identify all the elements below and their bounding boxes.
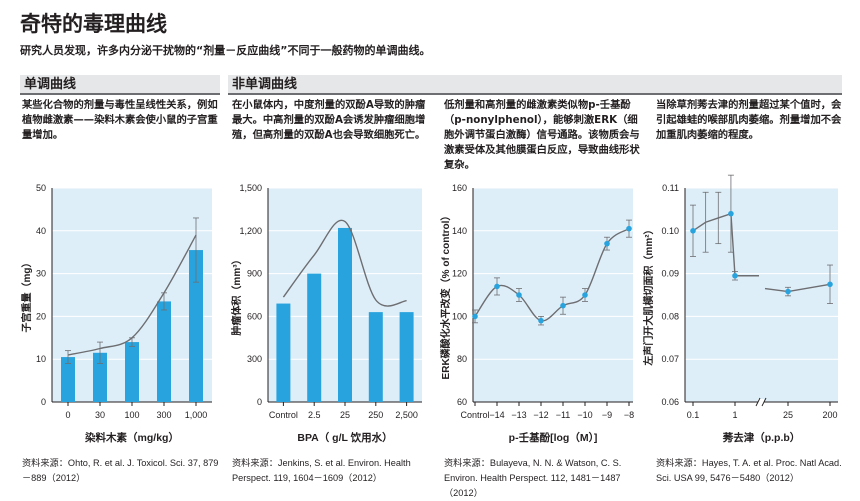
x-tick-label: 200 xyxy=(822,410,837,420)
page-title: 奇特的毒理曲线 xyxy=(20,12,167,36)
y-tick-label: 0.08 xyxy=(661,311,679,321)
bar xyxy=(125,342,139,402)
bar xyxy=(307,273,322,402)
y-tick-label: 1,200 xyxy=(239,226,262,236)
panel-source: 资料来源：Jenkins, S. et al. Environ. Health … xyxy=(232,458,411,483)
panel-source: 资料来源：Bulayeva, N. N. & Watson, C. S. Env… xyxy=(444,458,622,498)
y-tick-label: 40 xyxy=(36,226,46,236)
data-point xyxy=(516,292,522,298)
x-tick-label: 30 xyxy=(95,410,105,420)
data-point xyxy=(538,317,544,324)
bar xyxy=(368,312,383,402)
axis-break xyxy=(755,397,761,407)
x-tick-label: 2.5 xyxy=(308,410,321,420)
x-tick-label: −14 xyxy=(489,410,504,420)
x-tick-label: 300 xyxy=(156,410,171,420)
y-tick-label: 50 xyxy=(36,183,46,193)
y-tick-label: 0.09 xyxy=(661,269,679,279)
x-tick-label: 25 xyxy=(340,410,350,420)
y-tick-label: 80 xyxy=(457,354,467,364)
y-axis-title: 子宫重量（mg） xyxy=(20,258,33,333)
x-tick-label: −9 xyxy=(602,410,612,420)
page-subtitle: 研究人员发现，许多内分泌干扰物的“剂量－反应曲线”不同于一般药物的单调曲线。 xyxy=(20,44,431,57)
panel-description: 某些化合物的剂量与毒性呈线性关系，例如植物雌激素——染料木素会使小鼠的子宫重量增… xyxy=(22,99,218,141)
y-tick-label: 100 xyxy=(452,311,467,321)
y-tick-label: 0.07 xyxy=(661,354,679,364)
panel-description: 在小鼠体内，中度剂量的双酚A导致的肿瘤最大。中高剂量的双酚A会诱发肿瘤细胞增殖，… xyxy=(232,99,426,141)
y-tick-label: 30 xyxy=(36,269,46,279)
y-tick-label: 20 xyxy=(36,311,46,321)
y-tick-label: 0 xyxy=(41,397,46,407)
y-tick-label: 120 xyxy=(452,269,467,279)
bar xyxy=(61,357,75,402)
bar xyxy=(399,312,414,402)
y-tick-label: 600 xyxy=(247,311,262,321)
x-tick-label: −8 xyxy=(624,410,634,420)
x-tick-label: 2,500 xyxy=(395,410,418,420)
x-tick-label: 0 xyxy=(65,410,70,420)
x-tick-label: −11 xyxy=(556,410,571,420)
x-tick-label: −10 xyxy=(577,410,592,420)
x-tick-label: 1 xyxy=(732,410,737,420)
data-point xyxy=(604,240,610,247)
y-tick-label: 900 xyxy=(247,269,262,279)
x-tick-label: 1,000 xyxy=(185,410,208,420)
data-point xyxy=(827,281,833,288)
y-tick-label: 1,500 xyxy=(239,183,262,193)
section-monotonic-header: 单调曲线 xyxy=(20,75,220,93)
y-tick-label: 160 xyxy=(452,183,467,193)
x-axis-title: 染料木素（mg/kg） xyxy=(84,431,179,444)
data-point xyxy=(626,225,632,232)
section-divider xyxy=(20,93,220,95)
plot-area xyxy=(685,188,838,402)
y-axis-title: 左声门开大肌横切面积（mm²） xyxy=(642,224,655,366)
series-line xyxy=(692,212,759,277)
x-tick-label: 0.1 xyxy=(687,410,700,420)
bar xyxy=(338,227,352,402)
x-tick-label: −13 xyxy=(511,410,526,420)
data-point xyxy=(785,288,791,295)
x-tick-label: 100 xyxy=(124,410,139,420)
data-point xyxy=(732,272,738,279)
x-axis-title: p-壬基酚[log（M）] xyxy=(509,431,598,444)
x-axis-title: BPA（ g/L 饮用水） xyxy=(297,431,392,444)
data-point xyxy=(728,210,734,217)
y-axis-title: 肿瘤体积（mm³） xyxy=(230,254,243,335)
bar xyxy=(157,301,171,402)
section-nonmonotonic-header: 非单调曲线 xyxy=(228,75,842,93)
bar xyxy=(276,303,291,402)
y-tick-label: 0.06 xyxy=(661,397,679,407)
panel-description: 当除草剂莠去津的剂量超过某个值时，会引起雄蛙的喉部肌肉萎缩。剂量增加不会加重肌肉… xyxy=(656,99,842,141)
y-tick-label: 60 xyxy=(457,397,467,407)
x-tick-label: 25 xyxy=(783,410,793,420)
y-tick-label: 0 xyxy=(257,397,262,407)
x-tick-label: Control xyxy=(460,410,489,420)
bar xyxy=(93,352,107,402)
y-axis-title: ERK磷酸化水平改变（% of control） xyxy=(439,211,452,380)
panel-source: 资料来源：Hayes, T. A. et al. Proc. Natl Acad… xyxy=(656,458,842,483)
data-point xyxy=(472,313,478,320)
y-tick-label: 300 xyxy=(247,354,262,364)
x-tick-label: −12 xyxy=(533,410,548,420)
y-tick-label: 10 xyxy=(36,354,46,364)
section-divider xyxy=(228,93,842,95)
y-tick-label: 0.11 xyxy=(662,183,679,193)
data-point xyxy=(582,292,588,298)
bar xyxy=(189,250,203,402)
panel-description: 低剂量和高剂量的雌激素类似物p-壬基酚（p-nonylphenol），能够刺激E… xyxy=(444,99,640,171)
panel-source: 资料来源：Ohto, R. et al. J. Toxicol. Sci. 37… xyxy=(22,458,219,483)
axis-break-gap xyxy=(758,399,764,405)
y-tick-label: 0.10 xyxy=(661,226,679,236)
trend-curve xyxy=(282,219,407,307)
x-tick-label: Control xyxy=(269,410,298,420)
x-axis-title: 莠去津（p.p.b） xyxy=(722,431,801,444)
y-tick-label: 140 xyxy=(452,226,467,236)
data-point xyxy=(560,302,566,309)
trend-curve xyxy=(67,234,197,356)
axis-break xyxy=(761,397,767,407)
x-tick-label: 250 xyxy=(368,410,383,420)
data-point xyxy=(494,283,500,290)
data-point xyxy=(690,228,696,234)
